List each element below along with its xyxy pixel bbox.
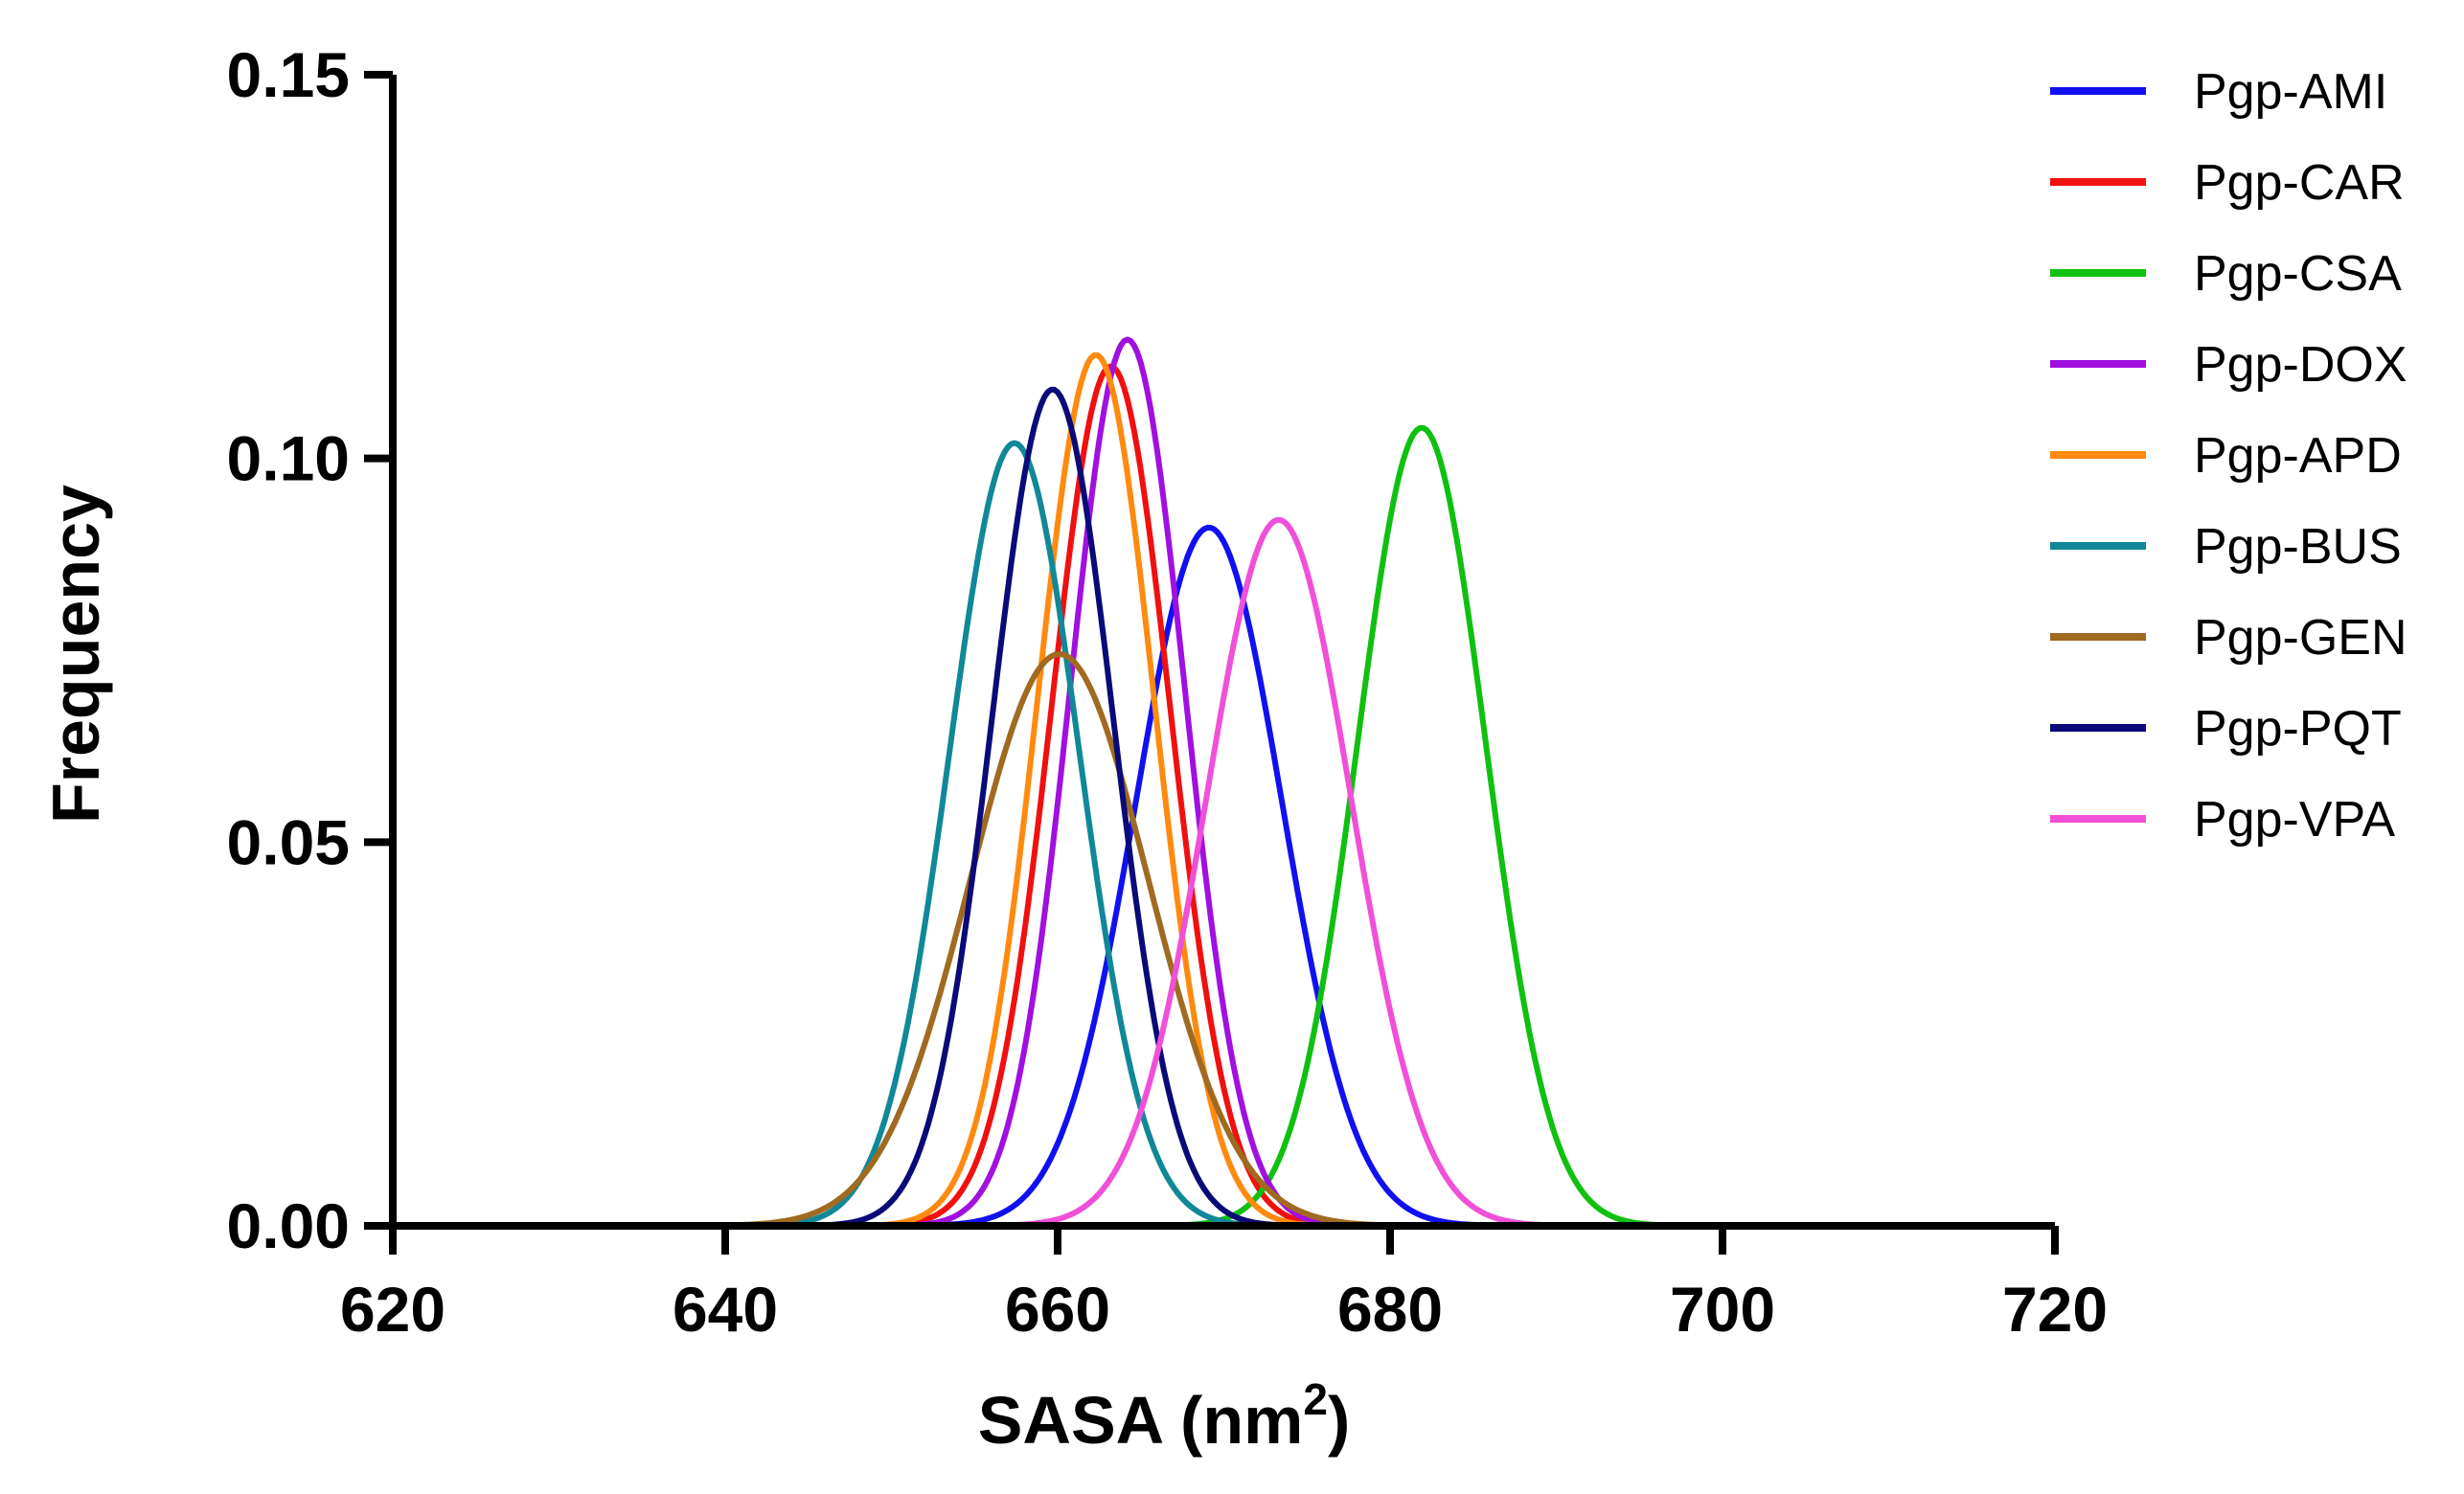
series-line-pgp-apd [592,351,1923,1229]
x-tick-label: 620 [340,1274,445,1345]
y-tick-label: 0.05 [227,806,350,877]
legend-label-pgp-vpa: Pgp-VPA [2194,792,2395,848]
legend-label-pgp-car: Pgp-CAR [2194,155,2405,211]
axis-ticks: 620 640 660 680 700 720 0.00 0.05 0.10 0.15 [227,39,2109,1345]
legend-label-pgp-csa: Pgp-CSA [2194,246,2402,302]
series-line-pgp-pqt [592,386,1923,1229]
series-line-pgp-gen [592,651,1923,1229]
legend-label-pgp-gen: Pgp-GEN [2194,610,2407,666]
y-tick-label: 0.15 [227,39,350,110]
series-line-pgp-vpa [592,517,1923,1229]
y-tick-label: 0.00 [227,1190,350,1261]
x-axis-title: SASA (nm2) [978,1374,1351,1458]
x-tick-label: 720 [2002,1274,2108,1345]
legend-label-pgp-ami: Pgp-AMI [2194,64,2387,120]
y-tick-label: 0.10 [227,423,350,494]
series-line-pgp-bus [592,440,1923,1229]
axes [389,75,2055,1230]
legend-label-pgp-dox: Pgp-DOX [2194,337,2407,393]
y-axis-title: Frequency [38,485,113,824]
legend-label-pgp-apd: Pgp-APD [2194,428,2402,484]
x-tick-label: 700 [1670,1274,1775,1345]
series-line-pgp-car [592,363,1923,1229]
legend: Pgp-AMI Pgp-CAR Pgp-CSA Pgp-DOX Pgp-APD Pgp-B… [2050,64,2407,848]
series-curves [592,336,1923,1229]
x-tick-label: 640 [673,1274,778,1345]
legend-label-pgp-bus: Pgp-BUS [2194,519,2402,575]
x-tick-label: 660 [1005,1274,1110,1345]
series-line-pgp-dox [592,336,1923,1229]
legend-label-pgp-pqt: Pgp-PQT [2194,701,2402,757]
x-tick-label: 680 [1337,1274,1443,1345]
series-line-pgp-ami [592,525,1923,1229]
